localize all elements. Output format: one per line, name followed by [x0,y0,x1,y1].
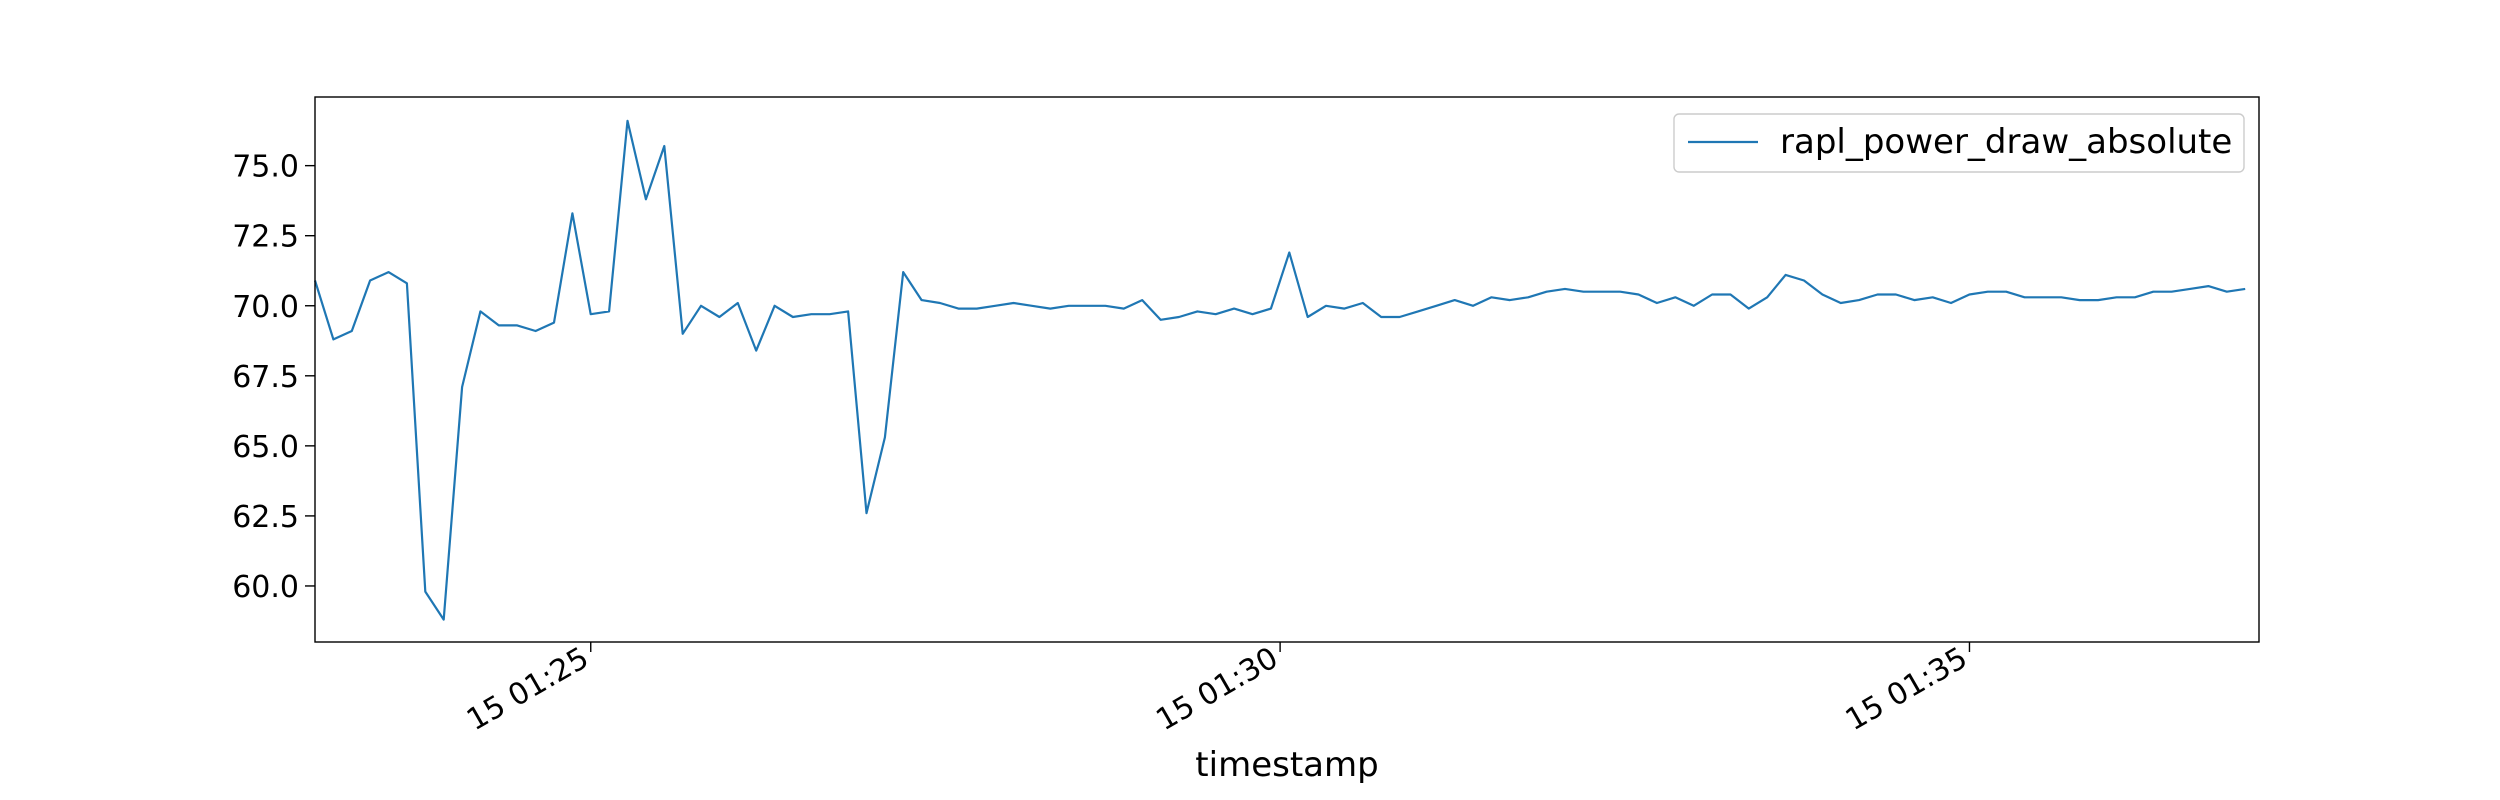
y-tick-label: 70.0 [232,290,299,325]
legend-box [1673,113,2245,173]
y-tick-label: 60.0 [232,570,299,605]
y-tick-label: 67.5 [232,360,299,395]
y-tick-label: 62.5 [232,500,299,535]
y-tick-label: 72.5 [232,220,299,255]
y-tick-label: 75.0 [232,150,299,185]
axes-frame [314,96,2260,643]
x-axis-label: timestamp [1195,745,1378,785]
plot-area [313,119,2246,621]
series-line-rapl_power_draw_absolute [313,119,2246,621]
legend-label: rapl_power_draw_absolute [1780,122,2232,162]
y-tick-label: 65.0 [232,430,299,465]
legend: rapl_power_draw_absolute [1673,113,2245,173]
y-axis: 60.0 62.5 65.0 67.5 70.0 72.5 75.0 [232,150,315,605]
